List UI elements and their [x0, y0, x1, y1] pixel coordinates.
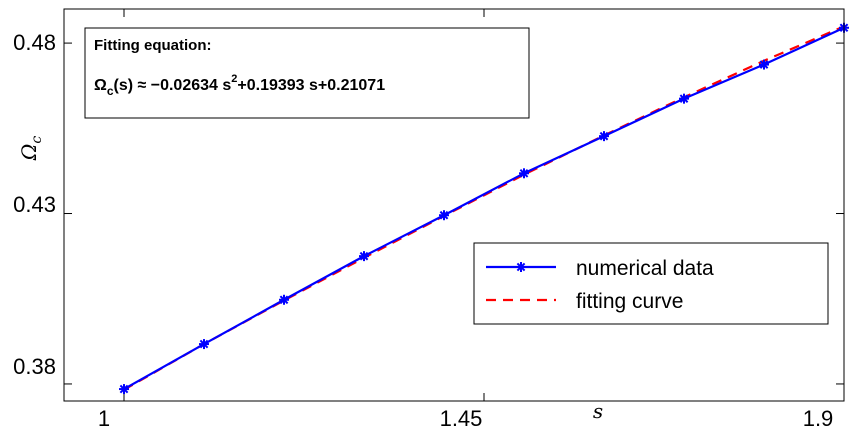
- annotation-eq-omega: Ω: [94, 77, 107, 94]
- legend-label-numerical-data: numerical data: [576, 257, 714, 280]
- annotation-eq-rhs: +0.19393 s+0.21071: [237, 77, 385, 94]
- legend-label-fitting-curve: fitting curve: [576, 290, 683, 313]
- numerical-data-line: [123, 26, 845, 391]
- numerical-data-point-1: [199, 339, 209, 350]
- y-axis-label: Ωc: [17, 136, 45, 162]
- y-axis-label-sub: c: [29, 136, 45, 144]
- annotation-title: Fitting equation:: [94, 37, 211, 54]
- numerical-data-point-0: [119, 384, 129, 395]
- annotation-box: Fitting equation: Ωc(s) ≈ −0.02634 s2+0.…: [84, 27, 530, 119]
- numerical-data-point-7: [679, 93, 689, 104]
- annotation-frame: [84, 27, 530, 119]
- plot-frame: [63, 8, 845, 402]
- numerical-data-point-6: [599, 131, 609, 142]
- numerical-data-series: [119, 22, 849, 395]
- x-tick-label-1: 1: [98, 406, 110, 428]
- annotation-eq-lhs: (s) ≈ −0.02634 s: [114, 77, 232, 94]
- annotation-equation: Ωc(s) ≈ −0.02634 s2+0.19393 s+0.21071: [94, 73, 385, 98]
- legend: numerical data fitting curve: [473, 242, 829, 325]
- axis-ticks: [64, 9, 845, 401]
- numerical-data-point-4: [439, 210, 449, 221]
- y-tick-label-0.43: 0.43: [13, 192, 56, 217]
- numerical-data-point-5: [519, 168, 529, 179]
- numerical-data-point-2: [279, 294, 289, 305]
- x-axis-label: s: [593, 399, 603, 423]
- numerical-data-point-8: [759, 59, 769, 70]
- x-tick-label-1.9: 1.9: [803, 406, 834, 428]
- y-tick-label-0.38: 0.38: [13, 354, 56, 379]
- y-tick-label-0.48: 0.48: [13, 30, 56, 55]
- legend-marker-numerical-data: [516, 262, 526, 272]
- legend-frame: [473, 242, 829, 325]
- annotation-eq-exponent: 2: [231, 73, 237, 85]
- y-axis-label-main: Ω: [17, 144, 41, 162]
- annotation-eq-subscript: c: [107, 84, 114, 98]
- numerical-data-point-3: [359, 251, 369, 262]
- x-tick-label-1.45: 1.45: [440, 406, 483, 428]
